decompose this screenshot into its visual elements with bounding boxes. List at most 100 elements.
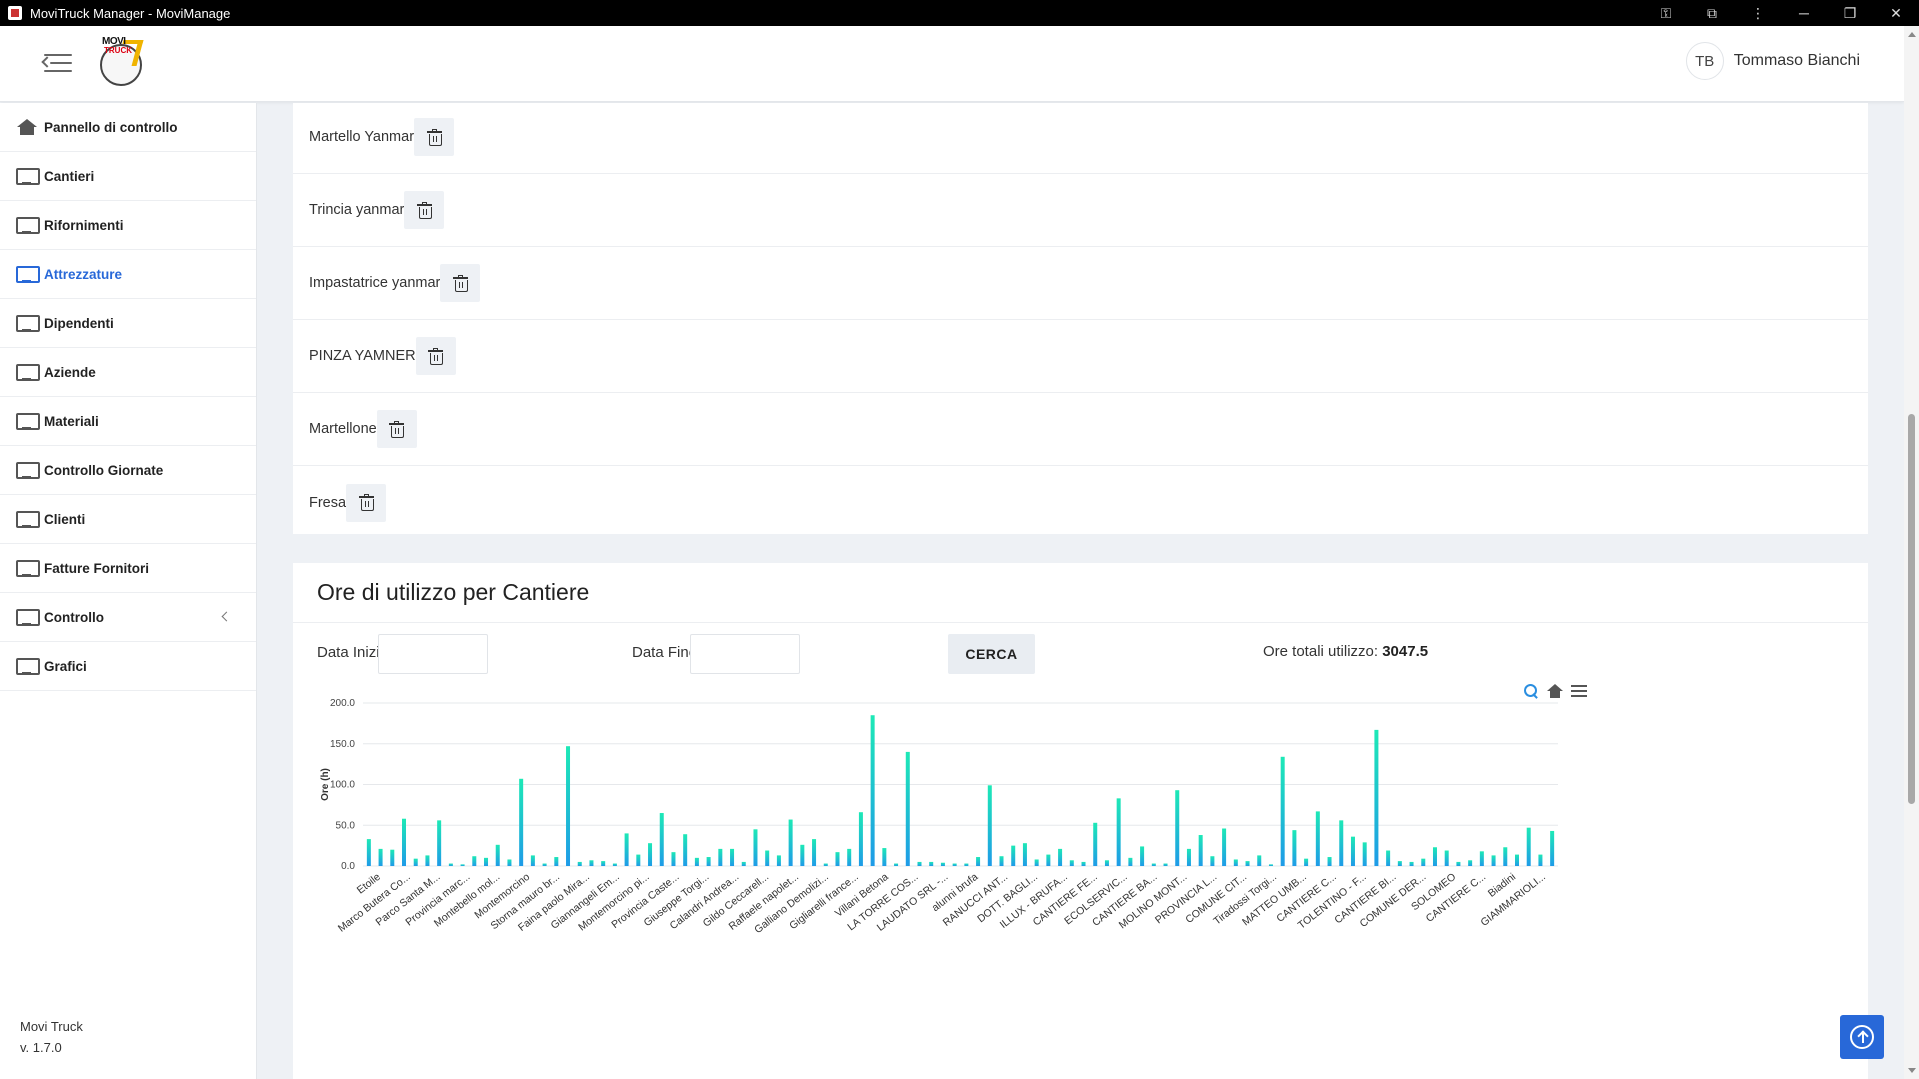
bar[interactable] [1093, 822, 1098, 866]
bar[interactable] [1140, 846, 1145, 866]
bar[interactable] [495, 844, 500, 866]
bar[interactable] [858, 812, 863, 866]
bar[interactable] [1257, 855, 1262, 866]
bar[interactable] [929, 861, 934, 866]
bar[interactable] [1034, 859, 1039, 866]
avatar[interactable]: TB [1685, 42, 1724, 80]
bar[interactable] [624, 833, 629, 866]
bar[interactable] [589, 860, 594, 866]
bar[interactable] [1327, 857, 1332, 866]
sidebar-item-materiali[interactable]: Materiali [0, 397, 256, 446]
bar[interactable] [1538, 854, 1543, 866]
scroll-thumb[interactable] [1908, 414, 1915, 804]
bar[interactable] [1058, 848, 1063, 866]
start-date-input[interactable] [378, 634, 488, 674]
bar[interactable] [659, 813, 664, 866]
scroll-up-arrow[interactable] [1908, 32, 1916, 37]
bar[interactable] [472, 856, 477, 866]
bar[interactable] [413, 858, 418, 866]
delete-button[interactable] [440, 264, 481, 302]
delete-button[interactable] [404, 191, 445, 229]
restore-button[interactable]: ❐ [1843, 4, 1857, 21]
delete-button[interactable] [346, 483, 387, 522]
sidebar-item-controllo[interactable]: Controllo [0, 593, 256, 642]
bar[interactable] [484, 857, 489, 866]
bar[interactable] [1386, 850, 1391, 866]
sidebar-item-clienti[interactable]: Clienti [0, 495, 256, 544]
bar[interactable] [1409, 861, 1414, 866]
bar[interactable] [1444, 850, 1449, 866]
sidebar-item-attrezzature[interactable]: Attrezzature [0, 250, 256, 299]
menu-toggle-icon[interactable] [41, 52, 72, 74]
more-options-icon[interactable]: ⋮ [1751, 4, 1765, 21]
bar[interactable] [1128, 857, 1133, 866]
bar[interactable] [870, 715, 875, 866]
bar[interactable] [437, 820, 442, 866]
sidebar-item-cantieri[interactable]: Cantieri [0, 152, 256, 201]
sidebar-item-dipendenti[interactable]: Dipendenti [0, 299, 256, 348]
bar[interactable] [683, 834, 688, 866]
sidebar-item-rifornimenti[interactable]: Rifornimenti [0, 201, 256, 250]
bar[interactable] [366, 839, 371, 866]
bar[interactable] [1116, 798, 1121, 866]
reset-zoom-icon[interactable] [1547, 684, 1563, 698]
chart-menu-icon[interactable] [1571, 685, 1587, 697]
bar[interactable] [448, 863, 453, 866]
bar[interactable] [1198, 835, 1203, 866]
bar[interactable] [1011, 845, 1016, 866]
bar[interactable] [1245, 861, 1250, 866]
bar[interactable] [402, 818, 407, 866]
close-button[interactable]: ✕ [1890, 4, 1902, 21]
user-name[interactable]: Tommaso Bianchi [1733, 52, 1860, 69]
bar[interactable] [730, 848, 735, 866]
bar[interactable] [390, 849, 395, 866]
bar[interactable] [1421, 858, 1426, 866]
bar[interactable] [905, 751, 910, 866]
bar[interactable] [765, 850, 770, 866]
bar[interactable] [1268, 864, 1273, 866]
key-icon[interactable]: ⚿ [1660, 4, 1672, 21]
extensions-icon[interactable]: ⧉ [1707, 4, 1717, 21]
bar[interactable] [530, 855, 535, 866]
bar[interactable] [1104, 860, 1109, 866]
bar[interactable] [835, 852, 840, 866]
bar[interactable] [1339, 820, 1344, 866]
sidebar-item-fatture-fornitori[interactable]: Fatture Fornitori [0, 544, 256, 593]
page-scrollbar[interactable] [1904, 26, 1919, 1079]
bar[interactable] [1526, 827, 1531, 866]
bar[interactable] [378, 848, 383, 866]
scroll-down-arrow[interactable] [1908, 1068, 1916, 1073]
bar[interactable] [577, 861, 582, 866]
bar[interactable] [507, 859, 512, 866]
bar[interactable] [1081, 861, 1086, 866]
delete-button[interactable] [376, 410, 417, 448]
bar[interactable] [694, 857, 699, 866]
bar[interactable] [1397, 861, 1402, 866]
delete-button[interactable] [414, 118, 455, 156]
back-to-top-button[interactable] [1840, 1015, 1884, 1059]
bar[interactable] [1456, 861, 1461, 866]
bar[interactable] [894, 863, 899, 866]
bar[interactable] [1350, 836, 1355, 866]
bar[interactable] [648, 843, 653, 866]
bar[interactable] [718, 848, 723, 866]
bar[interactable] [1046, 854, 1051, 866]
zoom-icon[interactable] [1523, 683, 1539, 699]
bar[interactable] [1222, 828, 1227, 866]
bar[interactable] [1468, 860, 1473, 866]
bar[interactable] [940, 862, 945, 866]
bar[interactable] [800, 844, 805, 866]
delete-button[interactable] [415, 337, 456, 375]
bar[interactable] [554, 857, 559, 866]
bar[interactable] [964, 863, 969, 866]
bar[interactable] [542, 863, 547, 866]
bar[interactable] [1491, 855, 1496, 866]
bar[interactable] [788, 819, 793, 866]
minimize-button[interactable]: ─ [1799, 5, 1809, 21]
bar[interactable] [425, 855, 430, 866]
bar[interactable] [987, 785, 992, 866]
sidebar-item-controllo-giornate[interactable]: Controllo Giornate [0, 446, 256, 495]
bar[interactable] [1022, 843, 1027, 866]
search-button[interactable]: CERCA [948, 634, 1035, 674]
bar[interactable] [1503, 847, 1508, 866]
